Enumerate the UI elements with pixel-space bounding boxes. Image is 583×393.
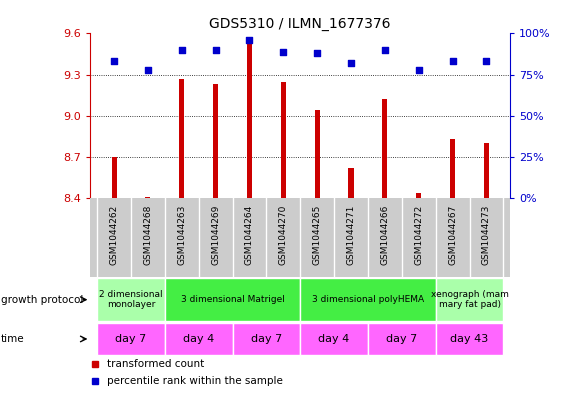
Point [211, 47, 220, 53]
Point [482, 58, 491, 64]
Point [110, 58, 119, 64]
Bar [213, 84, 218, 198]
Bar [111, 157, 117, 198]
Title: GDS5310 / ILMN_1677376: GDS5310 / ILMN_1677376 [209, 17, 391, 31]
Text: day 4: day 4 [318, 334, 350, 344]
Point [279, 48, 288, 55]
Bar [281, 81, 286, 198]
Text: GSM1044270: GSM1044270 [279, 205, 288, 265]
Point [143, 66, 153, 73]
Text: 3 dimensional Matrigel: 3 dimensional Matrigel [181, 295, 285, 304]
Bar [300, 323, 368, 355]
Bar [247, 40, 252, 198]
Text: GSM1044262: GSM1044262 [110, 205, 118, 265]
Point [414, 66, 423, 73]
Bar [368, 323, 436, 355]
Text: day 7: day 7 [386, 334, 417, 344]
Text: percentile rank within the sample: percentile rank within the sample [107, 376, 283, 386]
Text: xenograph (mam
mary fat pad): xenograph (mam mary fat pad) [431, 290, 508, 309]
Bar [145, 197, 150, 198]
Text: 2 dimensional
monolayer: 2 dimensional monolayer [99, 290, 163, 309]
Bar [179, 79, 184, 198]
Bar [436, 278, 503, 321]
Text: GSM1044269: GSM1044269 [211, 205, 220, 265]
Bar [165, 323, 233, 355]
Text: 3 dimensional polyHEMA: 3 dimensional polyHEMA [312, 295, 424, 304]
Text: day 43: day 43 [451, 334, 489, 344]
Point [177, 47, 187, 53]
Text: GSM1044268: GSM1044268 [143, 205, 152, 265]
Text: GSM1044272: GSM1044272 [415, 205, 423, 265]
Text: GSM1044264: GSM1044264 [245, 205, 254, 265]
Point [448, 58, 457, 64]
Bar [97, 278, 165, 321]
Point [380, 47, 389, 53]
Point [312, 50, 322, 56]
Text: GSM1044265: GSM1044265 [312, 205, 322, 265]
Text: GSM1044267: GSM1044267 [448, 205, 457, 265]
Text: GSM1044263: GSM1044263 [177, 205, 186, 265]
Bar [416, 193, 422, 198]
Bar [233, 323, 300, 355]
Bar [484, 143, 489, 198]
Text: GSM1044266: GSM1044266 [380, 205, 389, 265]
Bar [382, 99, 388, 198]
Bar [315, 110, 319, 198]
Text: day 7: day 7 [115, 334, 146, 344]
Bar [165, 278, 300, 321]
Bar [436, 323, 503, 355]
Bar [349, 168, 353, 198]
Text: time: time [1, 334, 25, 344]
Text: day 7: day 7 [251, 334, 282, 344]
Bar [300, 278, 436, 321]
Text: GSM1044271: GSM1044271 [346, 205, 356, 265]
Text: GSM1044273: GSM1044273 [482, 205, 491, 265]
Point [346, 60, 356, 66]
Bar [97, 323, 165, 355]
Text: growth protocol: growth protocol [1, 295, 83, 305]
Text: transformed count: transformed count [107, 359, 205, 369]
Bar [450, 139, 455, 198]
Point [245, 37, 254, 43]
Text: day 4: day 4 [183, 334, 215, 344]
